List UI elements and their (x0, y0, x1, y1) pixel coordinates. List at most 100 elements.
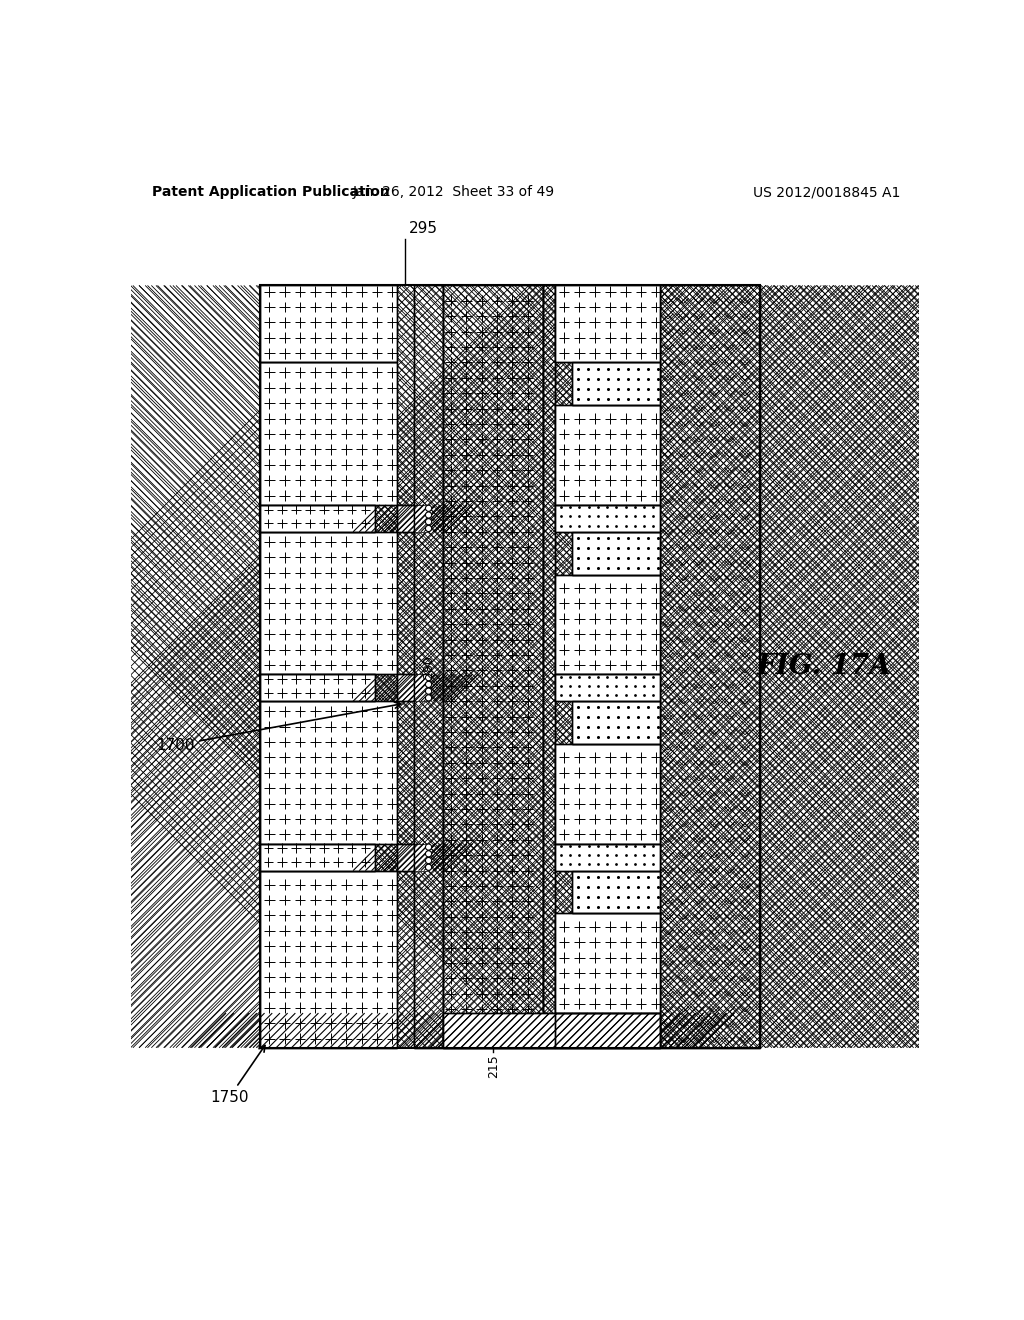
Point (621, 368, 637, 389)
Point (581, 876, 597, 898)
Point (630, 866, 646, 887)
Bar (260, 843, 376, 871)
Point (630, 557, 646, 578)
Point (650, 886, 667, 907)
Bar (260, 871, 397, 1048)
Point (590, 378, 606, 399)
Point (608, 845, 625, 866)
Point (636, 854, 652, 875)
Text: 1750: 1750 (210, 1045, 265, 1105)
Point (581, 697, 597, 718)
Point (645, 845, 662, 866)
Point (630, 876, 646, 898)
Point (590, 886, 606, 907)
Bar (414, 506, 429, 532)
Point (621, 866, 637, 887)
Bar (571, 363, 660, 405)
Point (621, 548, 637, 569)
Point (640, 368, 656, 389)
Point (645, 854, 662, 875)
Point (590, 676, 606, 697)
Point (599, 667, 615, 688)
Point (599, 515, 615, 536)
Point (650, 727, 667, 748)
Point (621, 388, 637, 409)
Bar (571, 363, 660, 405)
Point (562, 667, 579, 688)
Point (640, 697, 656, 718)
Bar (660, 285, 761, 1048)
Point (636, 685, 652, 706)
Point (610, 378, 627, 399)
Point (627, 845, 643, 866)
Point (600, 697, 616, 718)
Point (640, 717, 656, 738)
Circle shape (425, 865, 432, 870)
Bar (414, 843, 429, 871)
Point (636, 496, 652, 517)
Bar (555, 913, 660, 1014)
Point (640, 548, 656, 569)
Point (571, 515, 588, 536)
Point (617, 515, 634, 536)
Bar (544, 285, 555, 1048)
Point (640, 727, 656, 748)
Point (627, 515, 643, 536)
Bar (260, 843, 376, 871)
Point (553, 685, 569, 706)
Point (636, 515, 652, 536)
Point (590, 727, 606, 748)
Point (617, 667, 634, 688)
Bar (555, 744, 660, 843)
Bar (260, 506, 376, 532)
Point (600, 717, 616, 738)
Point (630, 368, 646, 389)
Text: 280: 280 (422, 655, 435, 678)
Point (621, 537, 637, 558)
Point (621, 727, 637, 748)
Point (621, 717, 637, 738)
Bar (397, 843, 414, 871)
Point (562, 854, 579, 875)
Point (570, 896, 587, 917)
Point (627, 836, 643, 857)
Point (553, 854, 569, 875)
Point (630, 697, 646, 718)
Bar (397, 506, 414, 532)
Point (621, 876, 637, 898)
Point (581, 358, 597, 379)
Point (553, 836, 569, 857)
Bar (397, 675, 414, 701)
Point (640, 876, 656, 898)
Point (640, 886, 656, 907)
Point (599, 836, 615, 857)
Bar (414, 285, 443, 1048)
Circle shape (425, 675, 432, 681)
Point (636, 667, 652, 688)
Bar (260, 701, 397, 843)
Point (553, 676, 569, 697)
Point (650, 708, 667, 729)
Point (590, 854, 606, 875)
Point (562, 845, 579, 866)
Circle shape (425, 519, 432, 525)
Point (590, 537, 606, 558)
Point (600, 368, 616, 389)
Point (590, 697, 606, 718)
Point (636, 676, 652, 697)
Point (562, 506, 579, 527)
Bar (414, 285, 443, 1048)
Bar (555, 405, 660, 506)
Point (627, 676, 643, 697)
Point (600, 708, 616, 729)
Point (640, 358, 656, 379)
Point (621, 896, 637, 917)
Point (571, 667, 588, 688)
Point (610, 717, 627, 738)
Bar (414, 675, 429, 701)
Point (581, 886, 597, 907)
Point (590, 685, 606, 706)
Point (650, 866, 667, 887)
Bar (555, 506, 660, 532)
Point (621, 708, 637, 729)
